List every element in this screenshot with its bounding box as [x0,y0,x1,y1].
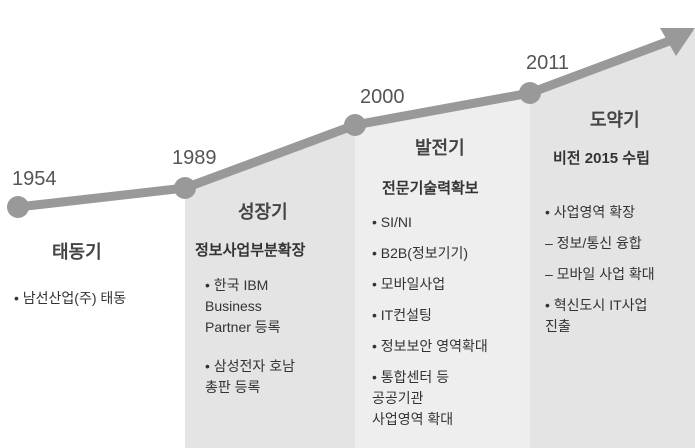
stage-subtitle: 정보사업부분확장 [195,242,306,259]
item-line: • B2B(정보기기) [372,245,469,261]
arrow-head [660,28,695,56]
item-line: • 모바일사업 [372,276,446,292]
item-line: – 모바일 사업 확대 [545,266,655,282]
list-item: – 정보/통신 융합 [545,233,655,254]
stage-title: 도약기 [590,110,640,130]
item-line: – 정보/통신 융합 [545,235,642,251]
item-line: 총판 등록 [205,379,261,395]
stage-title: 발전기 [415,138,465,158]
item-line: • 사업영역 확장 [545,204,635,220]
item-line: 사업영역 확대 [372,411,454,427]
item-line: • IT컨설팅 [372,307,432,323]
year-label: 2000 [360,86,405,108]
stage-title: 태동기 [52,242,102,262]
list-item: • 사업영역 확장 [545,202,655,223]
list-item: • 모바일사업 [372,274,488,295]
year-label: 2011 [526,52,570,74]
milestone-dot [7,196,29,218]
list-item: • B2B(정보기기) [372,243,488,264]
item-line: Business [205,298,262,314]
list-item: – 모바일 사업 확대 [545,264,655,285]
stage-title: 성장기 [238,202,288,222]
item-line: • SI/NI [372,214,412,230]
milestone-dot [519,82,541,104]
list-item: • 남선산업(주) 태동 [14,288,126,309]
year-label: 1989 [172,147,217,169]
stage-band [530,30,695,448]
year-label: 1954 [12,168,57,190]
item-list: • 남선산업(주) 태동 [14,288,126,309]
stage-subtitle: 전문기술력확보 [382,180,479,197]
item-line: • 한국 IBM [205,277,269,293]
list-item: • SI/NI [372,212,488,233]
item-line: • 남선산업(주) 태동 [14,290,127,306]
stage-band [185,125,355,448]
item-line: • 통합센터 등 [372,369,450,385]
item-line: • 혁신도시 IT사업 [545,297,648,313]
milestone-dot [174,177,196,199]
item-list: • SI/NI • B2B(정보기기) • 모바일사업 • IT컨설팅 • 정보보안 영… [372,212,488,430]
milestone-dot [344,114,366,136]
item-list: • 사업영역 확장 – 정보/통신 융합 – 모바일 사업 확대 • 혁신도시 IT사… [545,202,655,337]
item-line: • 정보보안 영역확대 [372,338,488,354]
item-line: 진출 [545,318,571,334]
list-item: • IT컨설팅 [372,305,488,326]
item-line: • 삼성전자 호남 [205,358,295,374]
list-item: • 정보보안 영역확대 [372,336,488,357]
item-line: Partner 등록 [205,319,281,335]
stage-band [355,93,530,448]
list-item: • 한국 IBM Business Partner 등록 [205,275,295,338]
stage-subtitle: 비전 2015 수립 [553,150,650,167]
item-line: 공공기관 [372,390,424,406]
